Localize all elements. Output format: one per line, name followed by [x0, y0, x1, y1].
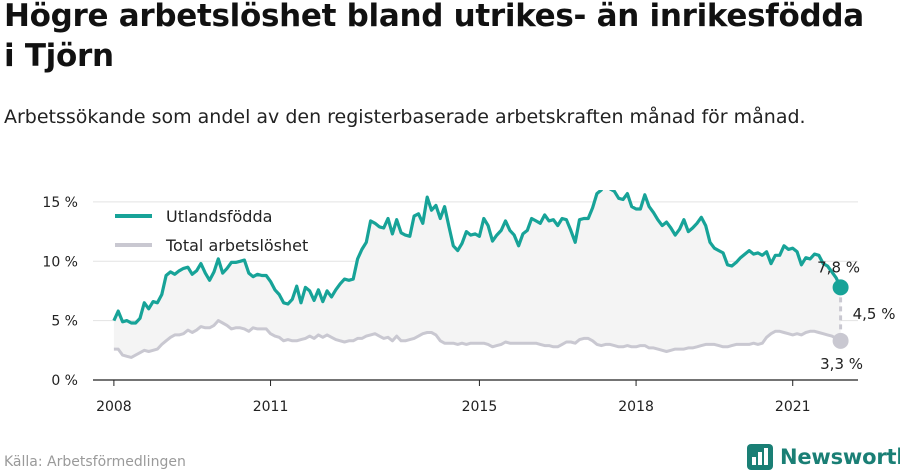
gap-label: 4,5 % — [853, 305, 896, 323]
series-line-foreign — [112, 190, 843, 325]
end-label-foreign: 7,8 % — [817, 258, 860, 276]
x-tick-label: 2021 — [775, 399, 811, 415]
x-tick-label: 2011 — [253, 399, 289, 415]
y-tick-label: 15 % — [42, 195, 78, 211]
series-line-total — [113, 319, 842, 359]
chart-title: Högre arbetslöshet bland utrikes- än inr… — [4, 0, 864, 74]
legend: Utlandsfödda Total arbetslöshet — [115, 207, 308, 255]
y-tick-label: 10 % — [42, 254, 78, 270]
y-axis: 0 % 5 % 10 % 15 % — [42, 195, 78, 389]
newsworthy-logo-icon — [747, 444, 773, 470]
y-tick-label: 5 % — [51, 314, 78, 330]
legend-label-total: Total arbetslöshet — [165, 236, 308, 255]
gap-band — [113, 190, 841, 358]
end-point-foreign — [832, 279, 849, 296]
end-point-total — [832, 332, 849, 349]
x-tick-label: 2015 — [462, 399, 498, 415]
source-note: Källa: Arbetsförmedlingen — [4, 454, 186, 470]
legend-label-foreign: Utlandsfödda — [166, 207, 272, 226]
x-axis: 2008 2011 2015 2018 2021 — [96, 380, 811, 415]
brand-logo[interactable]: Newsworthy — [746, 442, 900, 472]
y-tick-label: 0 % — [51, 373, 78, 389]
line-chart: Utlandsfödda Total arbetslöshet 0 % 5 % 10… — [42, 190, 896, 415]
chart-subtitle: Arbetssökande som andel av den registerb… — [4, 106, 806, 128]
end-label-total: 3,3 % — [820, 355, 863, 373]
x-tick-label: 2018 — [618, 399, 654, 415]
x-tick-label: 2008 — [96, 399, 132, 415]
brand-name: Newsworthy — [780, 445, 900, 469]
